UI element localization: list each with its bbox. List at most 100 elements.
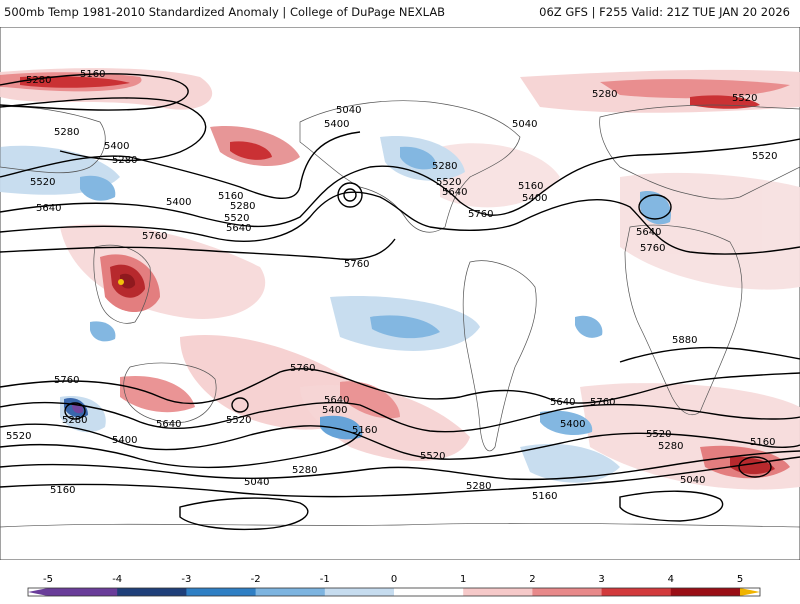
contour-label: 5760 bbox=[54, 375, 79, 386]
colorbar-swatch bbox=[532, 588, 603, 596]
colorbar-tick-labels: -5 -4 -3 -2 -1 0 1 2 3 4 5 bbox=[43, 574, 743, 585]
contour-label: 5520 bbox=[226, 415, 251, 426]
contour-label: 5760 bbox=[590, 397, 615, 408]
colorbar-tick-label: -1 bbox=[320, 574, 330, 585]
contour-label: 5040 bbox=[512, 119, 537, 130]
contour-label: 5520 bbox=[646, 429, 671, 440]
anomaly-map[interactable]: 5280 5160 5280 5400 5280 5520 5640 5160 … bbox=[0, 27, 800, 560]
anomaly-warm-medium bbox=[340, 381, 400, 419]
contour-line-5160-south bbox=[0, 456, 800, 498]
colorbar: -5 -4 -3 -2 -1 0 1 2 3 4 5 bbox=[0, 562, 800, 600]
colorbar-tick-label: 1 bbox=[460, 574, 466, 585]
contour-line-5760-south bbox=[0, 368, 800, 405]
contour-closed-low bbox=[231, 397, 249, 413]
contour-line-5400-north bbox=[0, 131, 361, 200]
contour-line-5400-south bbox=[0, 431, 361, 469]
contour-label: 5280 bbox=[592, 89, 617, 100]
contour-label: 5400 bbox=[522, 193, 547, 204]
contour-label: 5760 bbox=[290, 363, 315, 374]
contour-label: 5160 bbox=[532, 491, 557, 502]
colorbar-swatch bbox=[186, 588, 257, 596]
contour-line-5520-south bbox=[0, 423, 800, 460]
colorbar-tick-label: 0 bbox=[391, 574, 397, 585]
contour-label: 5040 bbox=[680, 475, 705, 486]
contour-label: 5160 bbox=[352, 425, 377, 436]
contour-label: 5760 bbox=[468, 209, 493, 220]
contour-label: 5280 bbox=[230, 201, 255, 212]
contour-label: 5520 bbox=[30, 177, 55, 188]
anomaly-warm-strong bbox=[230, 141, 272, 160]
contour-label: 5400 bbox=[322, 405, 347, 416]
colorbar-tick-label: 4 bbox=[668, 574, 674, 585]
southeast-asia-outline bbox=[93, 244, 151, 324]
contour-label: 5760 bbox=[640, 243, 665, 254]
colorbar-swatch bbox=[463, 588, 533, 596]
contour-label: 5280 bbox=[432, 161, 457, 172]
anomaly-cold-light bbox=[520, 443, 620, 483]
contour-label: 5640 bbox=[636, 227, 661, 238]
colorbar-swatch bbox=[48, 588, 118, 596]
contour-label: 5280 bbox=[112, 155, 137, 166]
contour-line-5640-north bbox=[0, 191, 800, 255]
anomaly-cold-medium bbox=[320, 415, 363, 440]
colorbar-tick-label: -4 bbox=[112, 574, 122, 585]
antarctica-outline bbox=[0, 522, 800, 528]
colorbar-swatches bbox=[28, 588, 760, 596]
contour-label: 5280 bbox=[466, 481, 491, 492]
height-contours bbox=[0, 73, 800, 531]
contour-label: 5520 bbox=[436, 177, 461, 188]
contour-line-5160-north bbox=[0, 73, 189, 111]
colorbar-tick-label: 5 bbox=[737, 574, 743, 585]
contour-label: 5640 bbox=[36, 203, 61, 214]
eurasia-outline bbox=[599, 104, 800, 200]
colorbar-frame bbox=[27, 587, 761, 597]
contour-line-5040-sio bbox=[619, 490, 724, 522]
contour-label: 5640 bbox=[442, 187, 467, 198]
contour-label: 5160 bbox=[750, 437, 775, 448]
map-title: 500mb Temp 1981-2010 Standardized Anomal… bbox=[4, 5, 446, 19]
colorbar-swatch bbox=[255, 588, 326, 596]
contour-label: 5160 bbox=[80, 69, 105, 80]
contour-line-5520-north bbox=[0, 138, 800, 228]
continent-outlines bbox=[0, 100, 800, 528]
colorbar-swatch bbox=[324, 588, 395, 596]
colorbar-swatch bbox=[117, 588, 187, 596]
anomaly-cold-medium bbox=[575, 315, 603, 338]
contour-line-5280-south bbox=[0, 450, 800, 481]
contour-label: 5640 bbox=[226, 223, 251, 234]
colorbar-tick-label: -2 bbox=[251, 574, 261, 585]
contour-label: 5520 bbox=[420, 451, 445, 462]
contour-closed-low bbox=[343, 188, 357, 202]
anomaly-warm-strong bbox=[20, 76, 130, 88]
colorbar-swatch bbox=[601, 588, 672, 596]
model-run-info: 06Z GFS | F255 Valid: 21Z TUE JAN 20 202… bbox=[539, 5, 790, 19]
contour-label: 5160 bbox=[50, 485, 75, 496]
contour-closed-low bbox=[337, 182, 363, 208]
colorbar-tick-label: 2 bbox=[529, 574, 535, 585]
anomaly-cold-medium bbox=[90, 321, 116, 342]
colorbar-tick-label: -5 bbox=[43, 574, 53, 585]
contour-labels: 5280 5160 5280 5400 5280 5520 5640 5160 … bbox=[6, 69, 777, 502]
contour-line-5880 bbox=[619, 346, 800, 363]
contour-label: 5640 bbox=[156, 419, 181, 430]
contour-label: 5040 bbox=[244, 477, 269, 488]
anomaly-peak-marker bbox=[118, 279, 124, 285]
colorbar-tick-label: -3 bbox=[181, 574, 191, 585]
colorbar-swatch bbox=[394, 588, 464, 596]
contour-label: 5520 bbox=[6, 431, 31, 442]
anomaly-cold-medium bbox=[80, 175, 116, 201]
map-panel[interactable]: 5280 5160 5280 5400 5280 5520 5640 5160 … bbox=[0, 27, 800, 560]
contour-label: 5640 bbox=[550, 397, 575, 408]
contour-label: 5400 bbox=[112, 435, 137, 446]
anomaly-cold-medium bbox=[640, 191, 671, 225]
north-america-outline bbox=[299, 100, 521, 233]
contour-label: 5520 bbox=[224, 213, 249, 224]
anomaly-warm-strong bbox=[120, 273, 136, 289]
contour-closed-low bbox=[638, 194, 672, 220]
contour-label: 5400 bbox=[324, 119, 349, 130]
anomaly-warm-light bbox=[440, 143, 560, 208]
anomaly-cold-medium bbox=[540, 410, 593, 436]
contour-line-5760-north bbox=[0, 238, 396, 261]
eurasia-west-outline bbox=[0, 106, 106, 174]
contour-label: 5400 bbox=[166, 197, 191, 208]
